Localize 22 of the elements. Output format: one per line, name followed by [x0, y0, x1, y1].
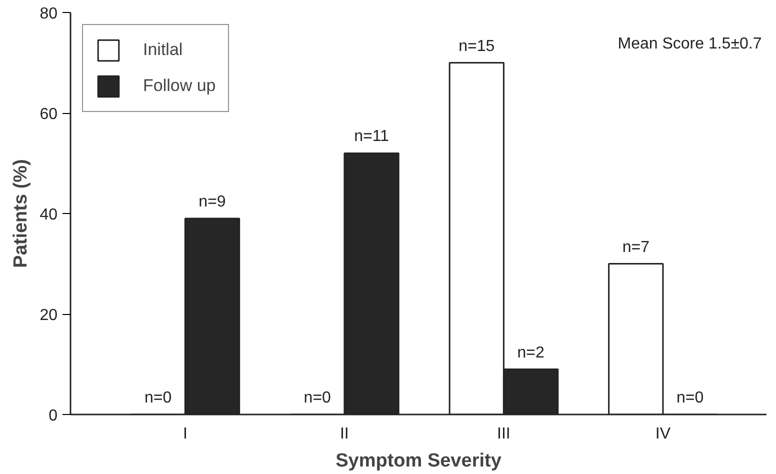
annotation: n=2 — [517, 344, 544, 362]
y-tick-label: 20 — [40, 307, 58, 324]
legend-label: Initlal — [143, 40, 183, 60]
annotation: n=11 — [354, 128, 390, 146]
y-tick-label: 60 — [40, 106, 58, 123]
annotation: n=7 — [622, 238, 650, 256]
legend-label: Follow up — [143, 76, 216, 96]
annotation: n=9 — [198, 194, 226, 211]
y-tick-label: 0 — [48, 408, 58, 424]
y-tick-label: 40 — [40, 206, 58, 224]
annotation: n=0 — [304, 390, 332, 406]
x-tick-label: III — [497, 426, 510, 442]
y-tick-label: 80 — [40, 6, 58, 22]
annotation: Mean Score 1.5±0.7 — [618, 36, 762, 53]
x-tick-label: II — [340, 426, 349, 442]
annotation: n=0 — [676, 390, 704, 406]
annotation: n=0 — [144, 390, 172, 406]
x-tick-label: I — [182, 426, 188, 442]
y-axis-title: Patients (%) — [10, 159, 32, 268]
annotation: n=15 — [458, 38, 495, 55]
x-tick-label: IV — [655, 426, 671, 442]
x-axis-title: Symptom Severity — [336, 450, 502, 472]
